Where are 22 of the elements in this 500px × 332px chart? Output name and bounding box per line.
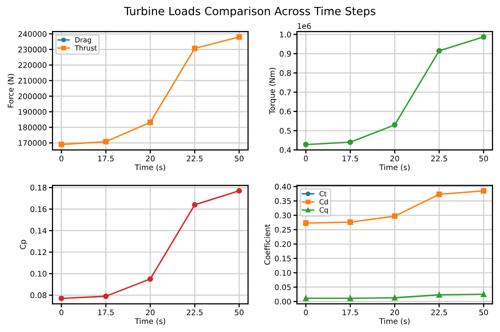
point: [436, 48, 442, 54]
point: [348, 219, 354, 225]
point: [236, 188, 242, 194]
point: [303, 142, 309, 148]
point: [192, 46, 198, 52]
point: [192, 202, 198, 208]
point: [103, 138, 109, 144]
point: [303, 220, 309, 226]
point: [58, 296, 64, 302]
point: [348, 139, 354, 145]
point: [436, 192, 442, 198]
chart-title: Turbine Loads Comparison Across Time Steps: [124, 6, 376, 18]
point: [480, 34, 486, 40]
point: [480, 188, 486, 194]
point: [148, 276, 154, 282]
point: [58, 142, 64, 148]
point: [236, 34, 242, 40]
point: [103, 293, 109, 300]
point: [392, 294, 398, 301]
point: [392, 122, 398, 128]
point: [392, 213, 398, 219]
point: [148, 120, 154, 126]
